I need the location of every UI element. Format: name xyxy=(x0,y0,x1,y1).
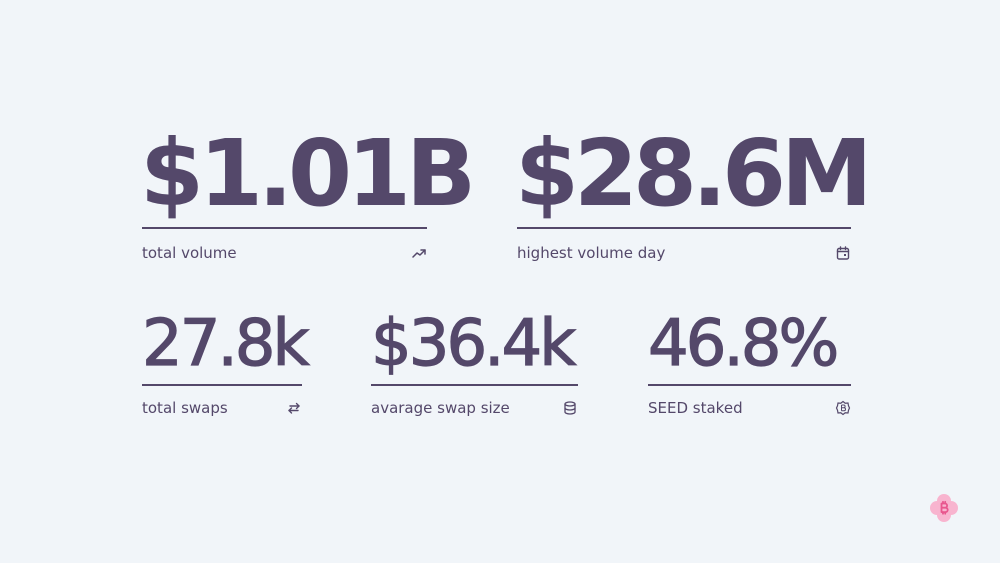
seed-staked-value: 46.8% xyxy=(647,307,840,381)
seed-token-icon xyxy=(835,400,851,416)
stat-highest-volume-day: $28.6M highest volume day xyxy=(515,118,873,268)
stat-total-volume: $1.01B total volume xyxy=(140,118,476,268)
stat-average-swap-size: $36.4k avarage swap size xyxy=(370,307,578,428)
highest-volume-day-label: highest volume day xyxy=(517,244,666,262)
total-volume-value: $1.01B xyxy=(140,120,476,227)
divider xyxy=(517,227,851,229)
divider xyxy=(371,384,578,386)
seed-staked-label: SEED staked xyxy=(648,399,743,417)
calendar-icon xyxy=(835,245,851,261)
total-swaps-label: total swaps xyxy=(142,399,228,417)
average-swap-size-value: $36.4k xyxy=(370,307,576,381)
bitcoin-flower-logo xyxy=(928,492,960,524)
average-swap-size-label: avarage swap size xyxy=(371,399,510,417)
total-volume-label: total volume xyxy=(142,244,237,262)
divider xyxy=(142,384,302,386)
trending-up-icon xyxy=(411,245,427,261)
total-swaps-value: 27.8k xyxy=(141,307,310,381)
stat-seed-staked: 46.8% SEED staked xyxy=(647,307,851,428)
database-icon xyxy=(562,400,578,416)
stat-total-swaps: 27.8k total swaps xyxy=(141,308,310,428)
highest-volume-day-value: $28.6M xyxy=(515,120,873,227)
divider xyxy=(142,227,427,229)
divider xyxy=(648,384,851,386)
swap-arrows-icon xyxy=(286,400,302,416)
